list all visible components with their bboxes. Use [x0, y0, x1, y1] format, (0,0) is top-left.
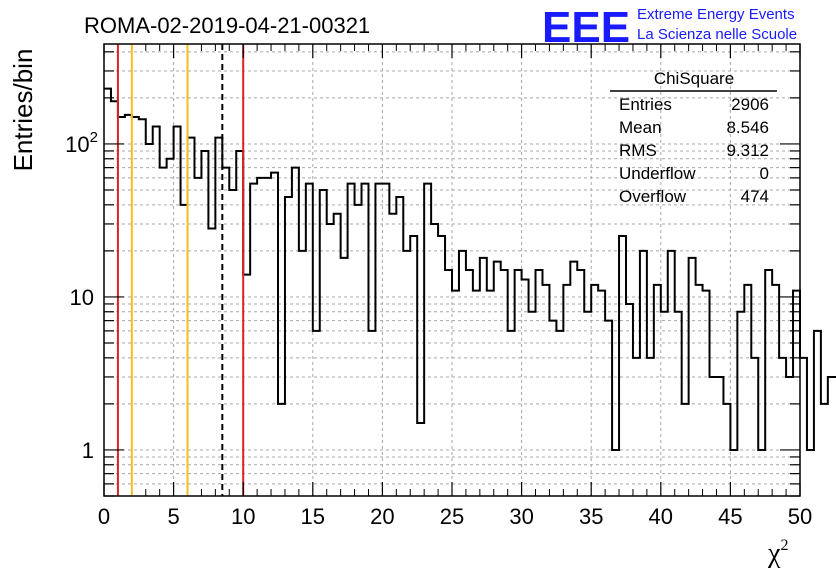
x-tick-label: 20: [370, 504, 394, 529]
x-tick-label: 15: [301, 504, 325, 529]
x-tick-label: 35: [579, 504, 603, 529]
x-axis-label: χ2: [767, 537, 788, 569]
stats-label: Entries: [619, 95, 672, 114]
stats-label: Underflow: [619, 164, 696, 183]
y-tick-label: 10: [70, 285, 94, 310]
x-tick-label: 50: [788, 504, 812, 529]
y-tick-label: 102: [65, 129, 98, 157]
stats-value: 9.312: [726, 141, 769, 160]
x-axis-label-sup: 2: [780, 537, 788, 554]
grid-lines: [103, 44, 801, 497]
marker-lines: [116, 44, 245, 496]
x-tick-label: 40: [649, 504, 673, 529]
y-axis-label: Entries/bin: [8, 49, 38, 172]
x-axis-label-base: χ: [767, 538, 781, 569]
stats-title: ChiSquare: [654, 69, 734, 88]
histogram-outline: [104, 87, 836, 451]
x-tick-label: 45: [718, 504, 742, 529]
stats-label: RMS: [619, 141, 657, 160]
stats-value: 0: [760, 164, 769, 183]
minor-ticks: [117, 44, 787, 496]
y-axis-ticks: 1 10 102: [65, 51, 800, 497]
stats-value: 474: [741, 187, 769, 206]
x-tick-label: 0: [98, 504, 110, 529]
x-tick-label: 25: [440, 504, 464, 529]
brand-logo-text: EEE: [542, 3, 630, 52]
x-tick-label: 10: [231, 504, 255, 529]
y-tick-label: 1: [82, 438, 94, 463]
chart-title: ROMA-02-2019-04-21-00321: [84, 13, 370, 38]
stats-label: Overflow: [619, 187, 687, 206]
stats-rows: Entries 2906 Mean 8.546 RMS 9.312 Underflow 0 Ov…: [619, 95, 769, 206]
stats-value: 8.546: [726, 118, 769, 137]
brand-line-2: La Scienza nelle Scuole: [637, 26, 797, 43]
x-tick-label: 5: [167, 504, 179, 529]
brand-line-1: Extreme Energy Events: [637, 6, 795, 23]
x-tick-label: 30: [509, 504, 533, 529]
stats-label: Mean: [619, 118, 662, 137]
brand-logo: EEE Extreme Energy Events La Scienza nel…: [542, 3, 797, 52]
x-axis-ticks: 0 5 10 15 20 25 30 35 40 45 50: [98, 44, 812, 529]
stats-box: ChiSquare Entries 2906 Mean 8.546 RMS 9.312 Un…: [610, 69, 777, 206]
stats-value: 2906: [731, 95, 769, 114]
